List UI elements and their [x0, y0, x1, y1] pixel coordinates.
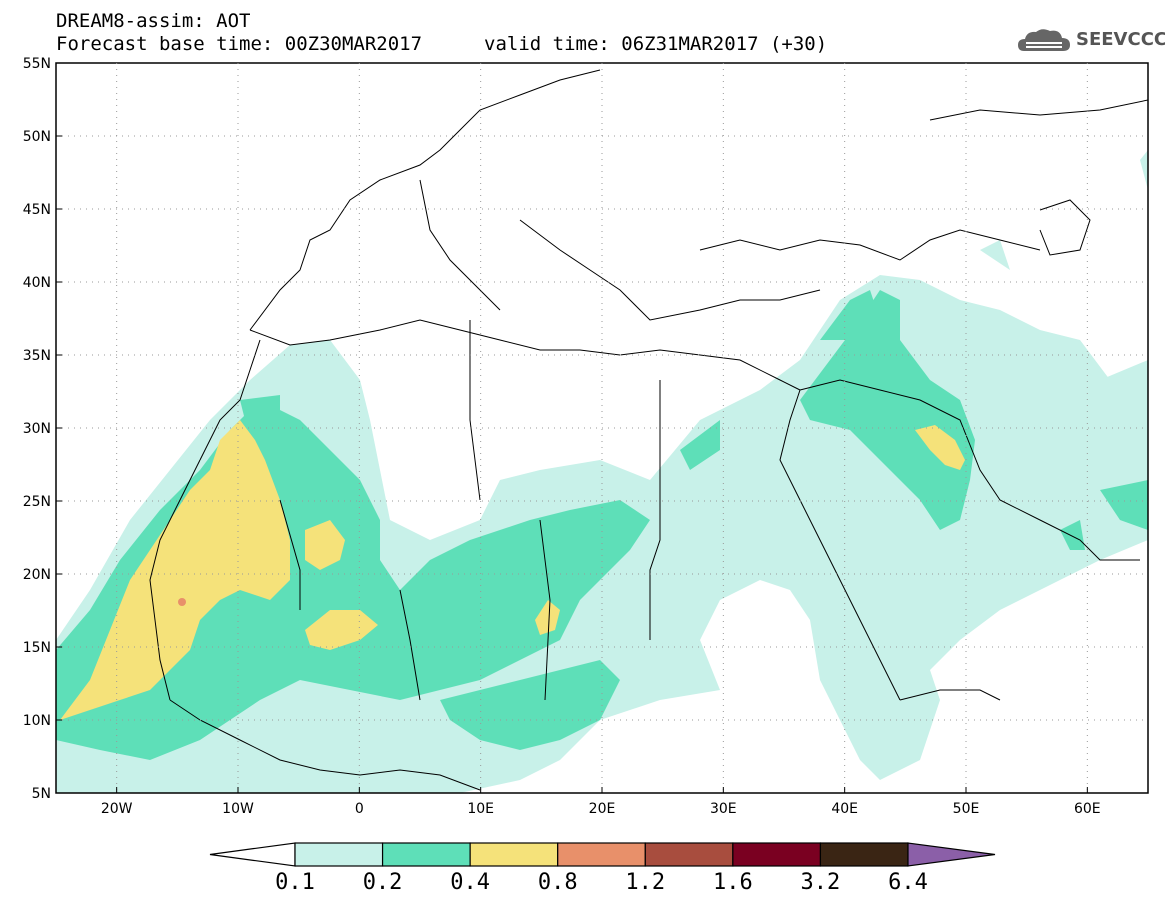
colorbar-bin — [381, 842, 471, 867]
lat-label: 50N — [23, 129, 51, 145]
lat-label: 45N — [23, 202, 51, 218]
aot-level-0.4 — [60, 420, 965, 720]
lat-label: 20N — [23, 567, 51, 583]
colorbar — [209, 842, 996, 867]
colorbar-level-label: 6.4 — [888, 870, 928, 895]
colorbar-lower-arrow — [209, 842, 296, 867]
lon-label: 10W — [222, 801, 254, 817]
lat-label: 30N — [23, 421, 51, 437]
seevccc-logo: SEEVCCC — [1016, 26, 1165, 56]
coastlines — [149, 69, 1148, 791]
aot-level-0.8 — [178, 598, 186, 606]
colorbar-bin — [557, 842, 646, 867]
graticule — [56, 63, 1148, 793]
lon-label: 30E — [710, 801, 737, 817]
latitude-labels: 55N 50N 45N 40N 35N 30N 25N 20N 15N 10N 5N — [23, 56, 62, 802]
lat-label: 55N — [23, 56, 51, 72]
lat-label: 5N — [32, 786, 51, 802]
colorbar-level-label: 3.2 — [800, 870, 841, 895]
lat-label: 35N — [23, 348, 51, 364]
lon-label: 20W — [101, 801, 133, 817]
lon-label: 0 — [355, 801, 364, 817]
forecast-base-time: Forecast base time: 00Z30MAR2017 — [56, 33, 423, 55]
longitude-labels: 20W 10W 0 10E 20E 30E 40E 50E 60E — [101, 787, 1101, 817]
lat-label: 10N — [23, 713, 51, 729]
colorbar-bin — [732, 842, 822, 867]
lon-label: 10E — [467, 801, 494, 817]
cloud-icon — [1018, 29, 1070, 51]
colorbar-bin — [469, 842, 559, 867]
logo-text: SEEVCCC — [1076, 29, 1165, 50]
lon-label: 20E — [589, 801, 616, 817]
colorbar-level-label: 0.1 — [275, 870, 315, 895]
lon-label: 50E — [953, 801, 980, 817]
colorbar-level-label: 0.8 — [537, 870, 578, 895]
colorbar-level-label: 0.4 — [450, 870, 491, 895]
valid-time: valid time: 06Z31MAR2017 (+30) — [484, 33, 828, 55]
lat-label: 40N — [23, 275, 51, 291]
colorbar-bin — [819, 842, 909, 867]
lat-label: 25N — [23, 494, 51, 510]
colorbar-level-label: 1.6 — [712, 870, 753, 895]
colorbar-bin — [294, 842, 384, 867]
lon-label: 60E — [1074, 801, 1101, 817]
aot-field — [56, 150, 1148, 793]
lat-label: 15N — [23, 640, 51, 656]
map-title: DREAM8-assim: AOT — [56, 10, 251, 32]
lon-label: 40E — [831, 801, 858, 817]
colorbar-level-label: 0.2 — [362, 870, 403, 895]
colorbar-upper-arrow — [907, 842, 996, 867]
colorbar-bin — [644, 842, 734, 867]
colorbar-level-label: 1.2 — [625, 870, 666, 895]
